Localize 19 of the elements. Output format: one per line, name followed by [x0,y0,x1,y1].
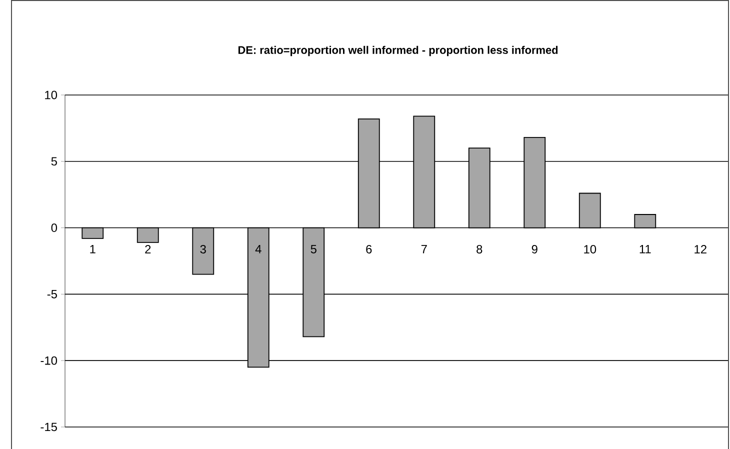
x-tick-label: 10 [584,244,596,254]
y-tick-label: 0 [51,224,58,232]
x-tick-label: 12 [694,244,706,254]
x-tick-label: 9 [532,244,538,254]
x-tick-label: 3 [200,244,206,254]
x-tick-label: 2 [145,244,151,254]
y-tick-label: -10 [40,356,58,365]
y-tick-label: -5 [47,290,57,298]
x-tick-label: 7 [421,244,427,254]
x-tick-label: 5 [310,244,316,254]
y-tick-label: -15 [40,422,57,432]
x-tick-label: 1 [90,244,96,254]
chart-title: DE: ratio=proportion well informed - proportion less informed [238,46,558,56]
y-tick-label: 10 [45,90,58,100]
x-tick-label: 6 [366,244,372,254]
x-tick-label: 4 [255,244,262,254]
y-tick-label: 5 [51,157,57,166]
x-tick-label: 11 [640,244,651,254]
x-tick-label: 8 [476,244,482,254]
